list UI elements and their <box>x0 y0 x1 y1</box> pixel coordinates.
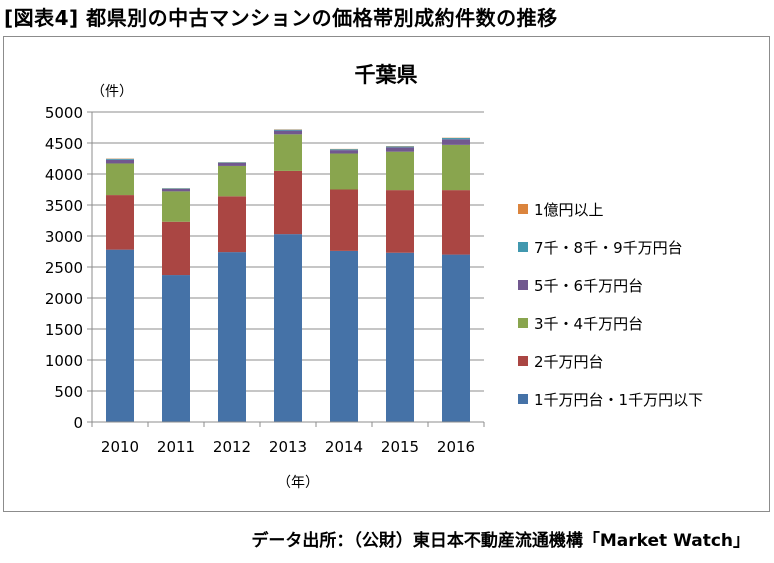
legend-label: 3千・4千万円台 <box>534 315 643 333</box>
bar-segment <box>442 254 470 422</box>
x-tick-label: 2016 <box>437 438 475 456</box>
x-tick-label: 2013 <box>269 438 307 456</box>
legend-swatch <box>518 356 528 366</box>
x-tick-label: 2014 <box>325 438 363 456</box>
bar-segment <box>106 158 134 160</box>
legend-swatch <box>518 280 528 290</box>
bars <box>106 129 470 422</box>
x-tick-label: 2011 <box>157 438 195 456</box>
y-tick-label: 1000 <box>45 352 83 370</box>
legend-swatch <box>518 318 528 328</box>
bar-segment <box>442 139 470 145</box>
bar-segment <box>330 250 358 422</box>
bar-segment <box>274 130 302 135</box>
bar-segment <box>162 188 190 189</box>
bar-segment <box>330 189 358 251</box>
bar-segment <box>274 129 302 131</box>
bar-segment <box>330 153 358 190</box>
x-axis-label: （年） <box>277 475 319 491</box>
bar-segment <box>386 147 414 152</box>
legend-label: 1千万円台・1千万円以下 <box>534 391 703 409</box>
y-tick-label: 4500 <box>45 135 83 153</box>
bar-segment <box>442 138 470 140</box>
x-tick-label: 2015 <box>381 438 419 456</box>
bar-segment <box>442 190 470 255</box>
y-tick-label: 2000 <box>45 290 83 308</box>
figure-title: [図表4] 都県別の中古マンションの価格帯別成約件数の推移 <box>4 6 558 30</box>
source-note: データ出所：（公財）東日本不動産流通機構「Market Watch」 <box>251 531 750 551</box>
bar-segment <box>386 190 414 253</box>
bar-segment <box>106 159 134 164</box>
legend-swatch <box>518 204 528 214</box>
y-tick-label: 0 <box>73 414 83 432</box>
bar-segment <box>274 234 302 422</box>
bar-segment <box>218 165 246 197</box>
bar-segment <box>162 221 190 276</box>
bar-segment <box>218 162 246 163</box>
bar-segment <box>386 252 414 422</box>
x-tick-label: 2010 <box>101 438 139 456</box>
legend-swatch <box>518 394 528 404</box>
legend-label: 1億円以上 <box>534 201 604 219</box>
bar-segment <box>162 275 190 422</box>
bar-segment <box>106 163 134 196</box>
bar-segment <box>330 150 358 154</box>
bar-segment <box>386 146 414 148</box>
bar-segment <box>274 134 302 171</box>
legend-label: 5千・6千万円台 <box>534 277 643 295</box>
bar-segment <box>330 149 358 151</box>
bar-segment <box>218 252 246 422</box>
y-tick-label: 500 <box>54 383 83 401</box>
bar-segment <box>274 170 302 235</box>
legend: 1億円以上 7千・8千・9千万円台 5千・6千万円台 3千・4千万円台 2千万円台 1千万… <box>518 201 703 409</box>
legend-label: 2千万円台 <box>534 353 604 371</box>
y-tick-label: 1500 <box>45 321 83 339</box>
y-tick-label: 3000 <box>45 228 83 246</box>
bar-segment <box>218 162 246 166</box>
bar-segment <box>386 151 414 191</box>
y-tick-label: 4000 <box>45 166 83 184</box>
axes: 0 500 1000 1500 2000 2500 3000 3500 4000 4500 5000… <box>45 104 485 456</box>
y-axis-label: （件） <box>91 84 133 100</box>
bar-segment <box>162 191 190 222</box>
y-tick-label: 5000 <box>45 104 83 122</box>
chart-title: 千葉県 <box>355 63 418 87</box>
bar-segment <box>106 195 134 250</box>
x-tick-label: 2012 <box>213 438 251 456</box>
legend-label: 7千・8千・9千万円台 <box>534 239 683 257</box>
legend-swatch <box>518 242 528 252</box>
bar-segment <box>162 188 190 192</box>
bar-segment <box>106 249 134 422</box>
y-tick-label: 2500 <box>45 259 83 277</box>
bar-segment <box>218 196 246 253</box>
y-tick-label: 3500 <box>45 197 83 215</box>
bar-segment <box>442 144 470 191</box>
